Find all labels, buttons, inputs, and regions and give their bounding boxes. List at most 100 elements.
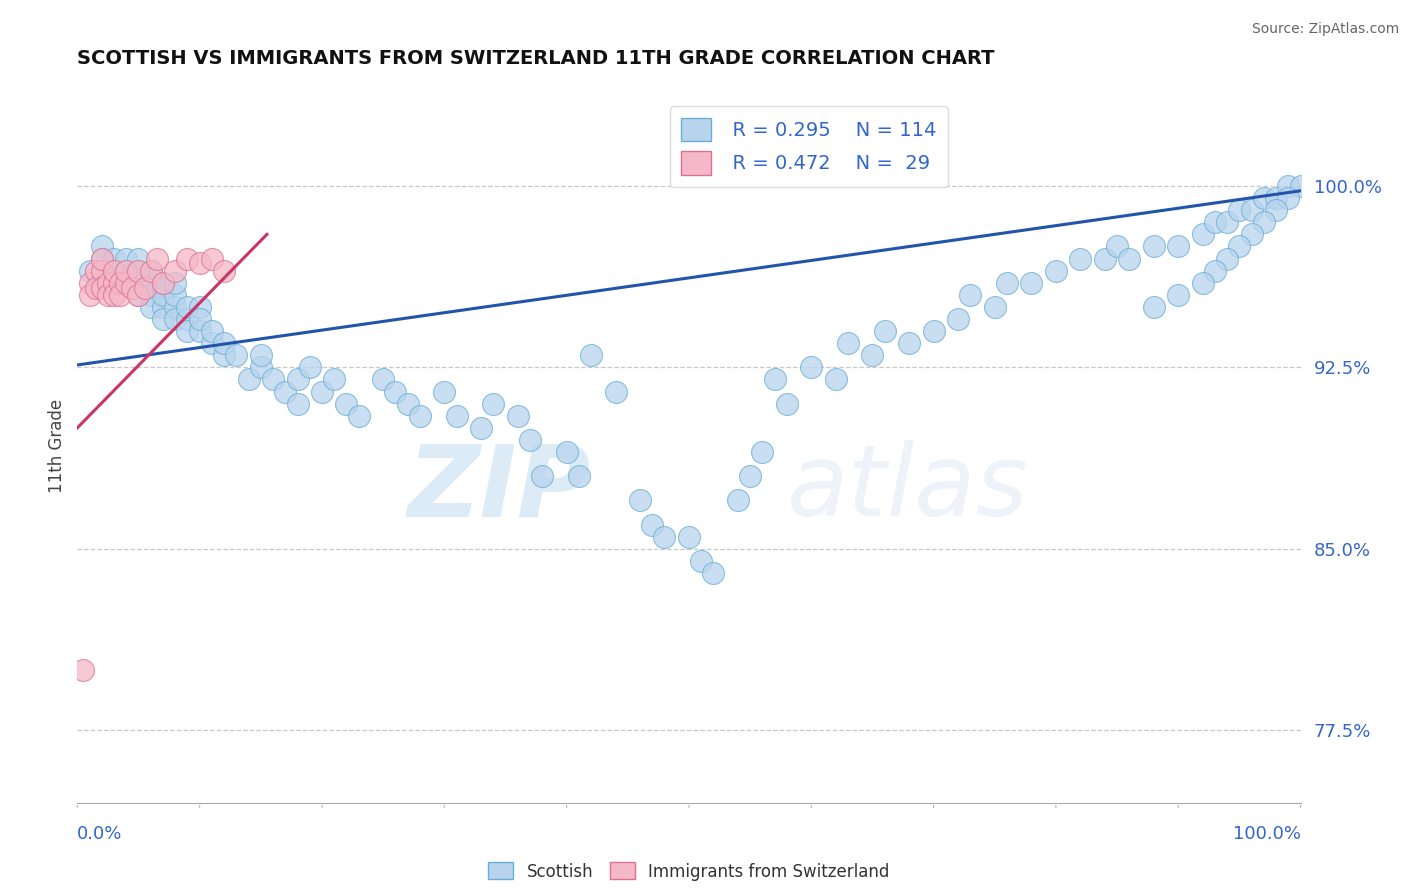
Point bbox=[127, 263, 149, 277]
Point bbox=[323, 372, 346, 386]
Point bbox=[188, 312, 211, 326]
Point bbox=[446, 409, 468, 423]
Point bbox=[90, 252, 112, 266]
Point bbox=[396, 397, 419, 411]
Point bbox=[873, 324, 896, 338]
Point bbox=[1204, 215, 1226, 229]
Point bbox=[115, 252, 138, 266]
Point bbox=[225, 348, 247, 362]
Point bbox=[139, 263, 162, 277]
Legend: Scottish, Immigrants from Switzerland: Scottish, Immigrants from Switzerland bbox=[482, 855, 896, 888]
Point bbox=[776, 397, 799, 411]
Point bbox=[1229, 203, 1251, 218]
Point bbox=[959, 288, 981, 302]
Point bbox=[1167, 239, 1189, 253]
Point bbox=[84, 263, 107, 277]
Point bbox=[727, 493, 749, 508]
Point bbox=[250, 360, 273, 375]
Point bbox=[139, 300, 162, 314]
Point bbox=[103, 276, 125, 290]
Point bbox=[506, 409, 529, 423]
Point bbox=[115, 263, 138, 277]
Point bbox=[1277, 178, 1299, 193]
Point bbox=[555, 445, 578, 459]
Point bbox=[103, 276, 125, 290]
Point bbox=[212, 336, 235, 351]
Point bbox=[127, 288, 149, 302]
Point bbox=[201, 336, 224, 351]
Point bbox=[1143, 300, 1166, 314]
Point bbox=[250, 348, 273, 362]
Point bbox=[90, 252, 112, 266]
Point bbox=[1094, 252, 1116, 266]
Point bbox=[995, 276, 1018, 290]
Point bbox=[311, 384, 333, 399]
Point bbox=[751, 445, 773, 459]
Text: ZIP: ZIP bbox=[408, 441, 591, 537]
Y-axis label: 11th Grade: 11th Grade bbox=[48, 399, 66, 493]
Point bbox=[108, 288, 131, 302]
Point bbox=[287, 372, 309, 386]
Point bbox=[287, 397, 309, 411]
Point bbox=[347, 409, 370, 423]
Point bbox=[1167, 288, 1189, 302]
Point bbox=[108, 276, 131, 290]
Point bbox=[1253, 191, 1275, 205]
Point bbox=[152, 276, 174, 290]
Point bbox=[274, 384, 297, 399]
Point bbox=[1265, 203, 1288, 218]
Point bbox=[1277, 191, 1299, 205]
Point bbox=[946, 312, 969, 326]
Point bbox=[470, 421, 492, 435]
Point bbox=[519, 433, 541, 447]
Point bbox=[139, 271, 162, 285]
Point bbox=[139, 280, 162, 294]
Point bbox=[103, 263, 125, 277]
Point bbox=[152, 280, 174, 294]
Point bbox=[1240, 203, 1263, 218]
Point bbox=[152, 300, 174, 314]
Point bbox=[568, 469, 591, 483]
Point bbox=[238, 372, 260, 386]
Point bbox=[1265, 191, 1288, 205]
Point bbox=[201, 324, 224, 338]
Point bbox=[90, 280, 112, 294]
Point bbox=[165, 263, 187, 277]
Point bbox=[152, 276, 174, 290]
Point bbox=[922, 324, 945, 338]
Point bbox=[702, 566, 724, 580]
Point bbox=[165, 288, 187, 302]
Point bbox=[84, 280, 107, 294]
Point bbox=[201, 252, 224, 266]
Text: 0.0%: 0.0% bbox=[77, 825, 122, 843]
Point bbox=[1289, 178, 1312, 193]
Point bbox=[862, 348, 884, 362]
Point bbox=[103, 252, 125, 266]
Point bbox=[298, 360, 321, 375]
Point bbox=[628, 493, 651, 508]
Point bbox=[188, 300, 211, 314]
Point bbox=[139, 263, 162, 277]
Point bbox=[79, 263, 101, 277]
Point bbox=[152, 288, 174, 302]
Point bbox=[1240, 227, 1263, 242]
Point bbox=[115, 276, 138, 290]
Point bbox=[165, 300, 187, 314]
Point bbox=[188, 324, 211, 338]
Point bbox=[690, 554, 713, 568]
Point bbox=[176, 252, 198, 266]
Point bbox=[127, 276, 149, 290]
Point bbox=[1021, 276, 1043, 290]
Point bbox=[335, 397, 357, 411]
Point bbox=[212, 263, 235, 277]
Point bbox=[127, 288, 149, 302]
Point bbox=[1143, 239, 1166, 253]
Point bbox=[433, 384, 456, 399]
Text: atlas: atlas bbox=[787, 441, 1028, 537]
Point bbox=[103, 263, 125, 277]
Point bbox=[482, 397, 505, 411]
Text: 100.0%: 100.0% bbox=[1233, 825, 1301, 843]
Point bbox=[134, 280, 156, 294]
Point bbox=[740, 469, 762, 483]
Point bbox=[79, 276, 101, 290]
